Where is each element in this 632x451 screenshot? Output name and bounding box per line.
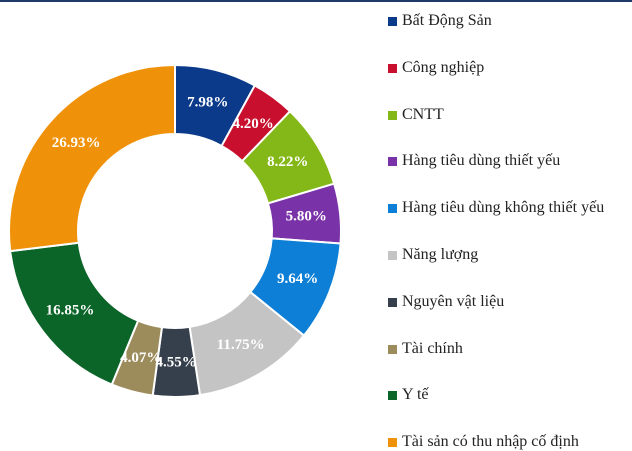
legend-item: Hàng tiêu dùng thiết yếu — [388, 152, 630, 170]
legend-swatch — [388, 63, 397, 73]
legend-swatch — [388, 391, 397, 401]
top-rule — [0, 0, 632, 2]
data-label: 4.07% — [120, 350, 161, 366]
legend-swatch — [388, 110, 397, 120]
legend-label: Công nghiệp — [402, 58, 485, 76]
data-label: 4.20% — [233, 116, 274, 132]
data-label: 8.22% — [267, 154, 308, 170]
legend-item: Y tế — [388, 386, 630, 404]
legend-swatch — [388, 297, 397, 307]
legend-item: Nguyên vật liệu — [388, 293, 630, 311]
data-label: 5.80% — [286, 208, 327, 224]
legend-swatch — [388, 204, 397, 214]
legend-label: CNTT — [402, 105, 444, 123]
legend-swatch — [388, 251, 397, 260]
data-label: 9.64% — [277, 271, 318, 287]
legend-swatch — [388, 344, 397, 354]
data-label: 16.85% — [46, 302, 95, 318]
legend-item: CNTT — [388, 106, 630, 124]
chart: 7.98% 4.20% 8.22% 5.80% 9.64% 11.75% 4.55%4.07… — [8, 63, 342, 398]
data-label: 4.55% — [155, 354, 196, 370]
legend-label: Tài chính — [402, 339, 463, 357]
legend-swatch — [388, 438, 397, 448]
data-label: 11.75% — [217, 337, 265, 353]
legend-label: Hàng tiêu dùng không thiết yếu — [402, 199, 605, 217]
legend-item: Bất Động Sản — [388, 12, 630, 30]
legend-label: Hàng tiêu dùng thiết yếu — [402, 152, 561, 170]
legend-item: Tài chính — [388, 340, 630, 358]
legend-item: Năng lượng — [388, 246, 630, 264]
legend-item: Công nghiệp — [388, 59, 630, 77]
legend-swatch — [388, 17, 397, 26]
legend-label: Bất Động Sản — [402, 12, 492, 29]
legend-swatch — [388, 157, 397, 167]
data-label: 7.98% — [187, 95, 228, 111]
legend-item: Tài sản có thu nhập cố định — [388, 433, 630, 451]
slice — [8, 63, 176, 253]
legend-label: Tài sản có thu nhập cố định — [402, 433, 579, 451]
legend-label: Y tế — [402, 386, 429, 404]
legend-label: Năng lượng — [402, 246, 479, 263]
legend-label: Nguyên vật liệu — [402, 292, 505, 310]
legend-item: Hàng tiêu dùng không thiết yếu — [388, 199, 630, 217]
data-label: 26.93% — [52, 135, 101, 151]
